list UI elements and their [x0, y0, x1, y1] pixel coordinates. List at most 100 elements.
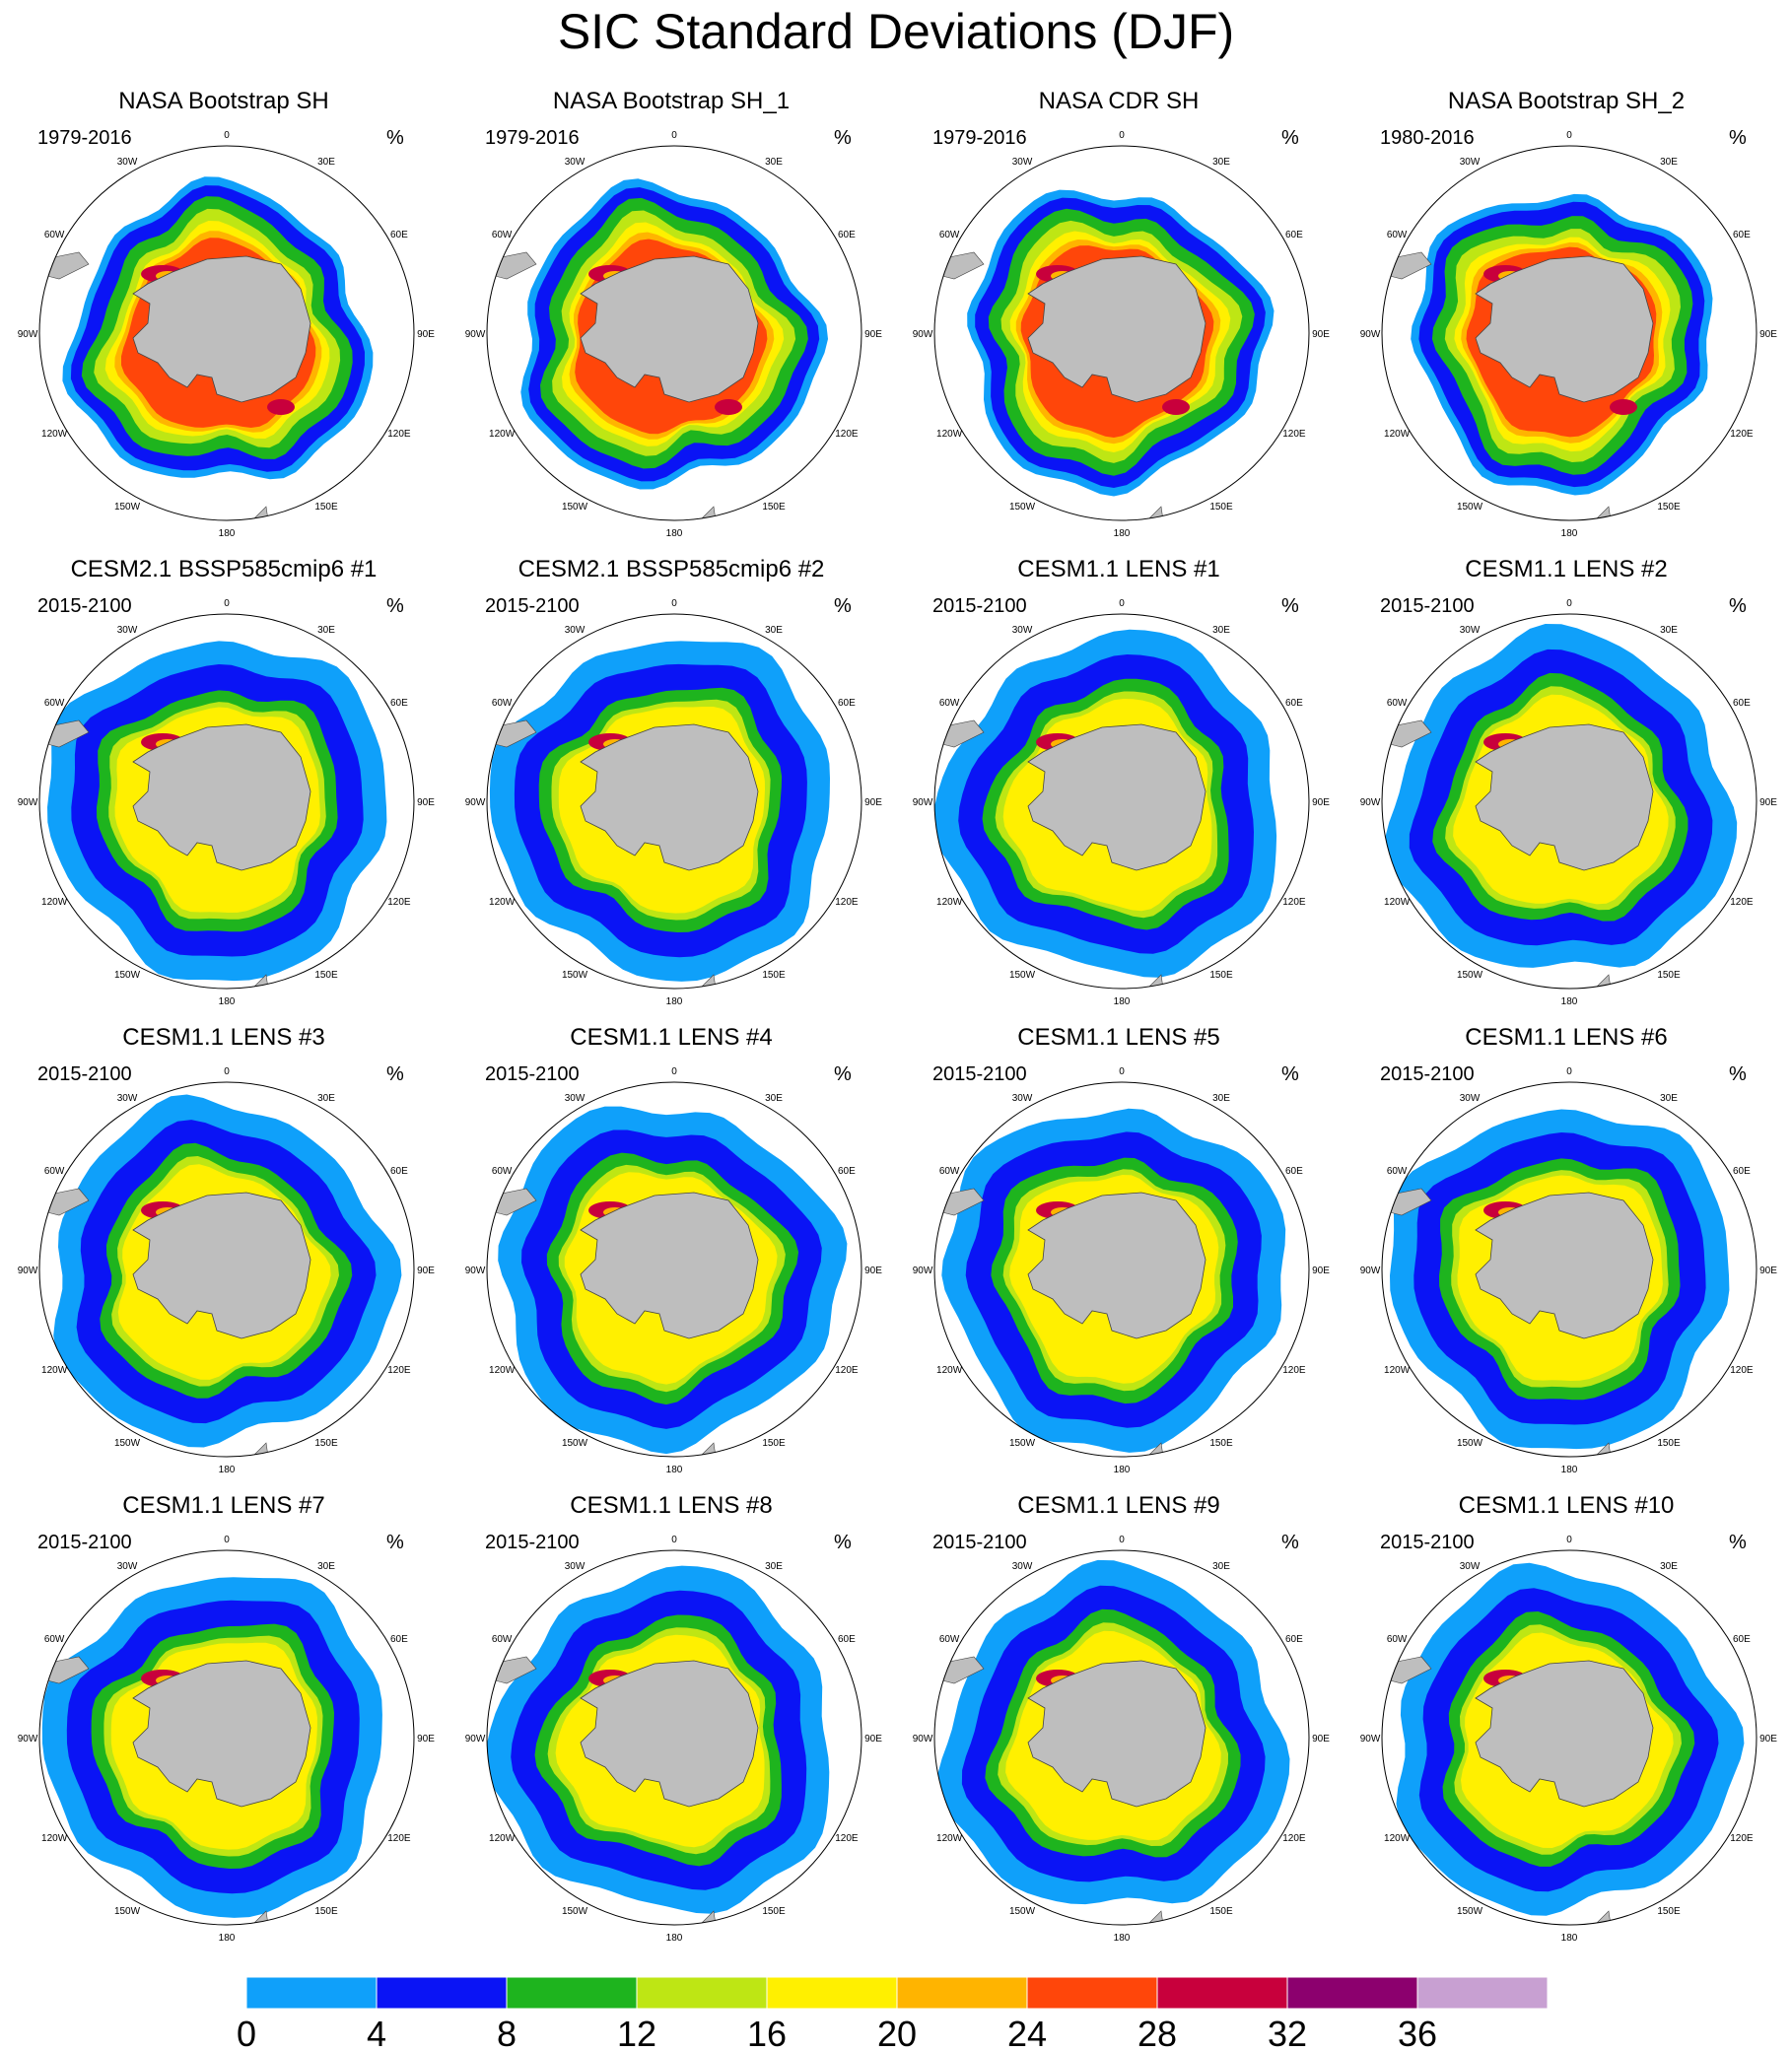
colorbar-swatch — [766, 1976, 898, 2010]
map-panel: CESM1.1 LENS #4 2015-2100% 0 30E 60E 90E 120E 1… — [448, 1023, 895, 1491]
sea-ice-field — [39, 146, 414, 520]
panel-units: % — [386, 127, 404, 149]
longitude-label: 120W — [41, 897, 68, 908]
antarctica-landmass — [132, 1192, 311, 1339]
longitude-label: 120E — [1282, 897, 1306, 908]
colorbar-swatch — [506, 1976, 638, 2010]
longitude-label: 90E — [417, 329, 435, 340]
panel-units: % — [834, 127, 852, 149]
longitude-label: 180 — [1561, 528, 1578, 539]
longitude-label: 150E — [1657, 1438, 1681, 1449]
sea-ice-field — [487, 146, 862, 520]
map-panel: CESM2.1 BSSP585cmip6 #2 2015-2100% 0 30E 60E… — [448, 555, 895, 1023]
map-boundary — [933, 613, 1310, 990]
panel-years: 2015-2100 — [932, 595, 1027, 617]
antarctica-landmass — [132, 255, 311, 403]
longitude-label: 30E — [1212, 1093, 1230, 1104]
longitude-label: 150E — [762, 1438, 786, 1449]
longitude-label: 90W — [1360, 1265, 1381, 1276]
sic-hotspot — [633, 380, 656, 394]
longitude-label: 120W — [936, 429, 963, 440]
longitude-label: 90E — [1312, 1734, 1330, 1744]
colorbar-tick-label: 32 — [1268, 2014, 1307, 2052]
panel-units: % — [386, 595, 404, 617]
colorbar-tick-label: 24 — [1007, 2014, 1047, 2052]
map-panel: CESM1.1 LENS #9 2015-2100% 0 30E 60E 90E 120E 1… — [895, 1491, 1343, 1959]
panel-title: CESM1.1 LENS #9 — [1017, 1492, 1220, 1519]
panel-years: 2015-2100 — [1380, 1532, 1475, 1553]
sic-hotspot — [1610, 399, 1637, 415]
longitude-label: 150W — [1457, 502, 1483, 513]
longitude-label: 60E — [838, 1166, 856, 1177]
sea-ice-field — [487, 1550, 862, 1925]
polar-map: 0 30E 60E 90E 120E 150E 180 150W 120W 90W 60W 30W — [465, 598, 883, 1007]
panel-units: % — [1281, 1063, 1299, 1085]
longitude-label: 150W — [562, 502, 588, 513]
longitude-label: 60W — [939, 1634, 960, 1645]
polar-map: 0 30E 60E 90E 120E 150E 180 150W 120W 90W 60W 30W — [465, 130, 883, 539]
longitude-label: 0 — [1119, 1535, 1125, 1545]
longitude-label: 180 — [666, 1465, 683, 1475]
longitude-label: 90W — [1360, 329, 1381, 340]
panel-units: % — [834, 595, 852, 617]
longitude-label: 150W — [562, 1906, 588, 1917]
longitude-label: 30E — [317, 625, 335, 636]
longitude-label: 120E — [387, 897, 411, 908]
longitude-label: 30E — [765, 157, 783, 168]
map-panel: CESM1.1 LENS #6 2015-2100% 0 30E 60E 90E 120E 1… — [1343, 1023, 1790, 1491]
longitude-label: 150W — [114, 1906, 141, 1917]
longitude-label: 150W — [1009, 502, 1036, 513]
longitude-label: 150E — [1657, 502, 1681, 513]
map-panel: CESM1.1 LENS #5 2015-2100% 0 30E 60E 90E 120E 1… — [895, 1023, 1343, 1491]
longitude-label: 120W — [936, 1365, 963, 1376]
map-boundary — [38, 1549, 415, 1926]
panel-title: CESM1.1 LENS #2 — [1465, 556, 1668, 582]
longitude-label: 30E — [1660, 625, 1678, 636]
polar-map: 0 30E 60E 90E 120E 150E 180 150W 120W 90W 60W 30W — [1360, 598, 1778, 1007]
longitude-label: 60E — [838, 1634, 856, 1645]
longitude-label: 120E — [1282, 1833, 1306, 1844]
longitude-label: 0 — [1566, 1535, 1572, 1545]
panel-years: 2015-2100 — [37, 1063, 132, 1085]
longitude-label: 120E — [1282, 429, 1306, 440]
panel-title: NASA CDR SH — [1038, 88, 1200, 114]
longitude-label: 150E — [1657, 1906, 1681, 1917]
panel-title: NASA Bootstrap SH_1 — [552, 88, 791, 114]
longitude-label: 90E — [1759, 1265, 1777, 1276]
longitude-label: 30E — [765, 1093, 783, 1104]
sic-hotspot — [1080, 380, 1104, 394]
panel-units: % — [1281, 127, 1299, 149]
longitude-label: 60E — [1285, 1166, 1303, 1177]
longitude-label: 120W — [489, 1833, 516, 1844]
longitude-label: 90W — [18, 797, 38, 808]
polar-map: 0 30E 60E 90E 120E 150E 180 150W 120W 90W 60W 30W — [1360, 1535, 1778, 1944]
sea-ice-field — [934, 1082, 1309, 1457]
polar-map: 0 30E 60E 90E 120E 150E 180 150W 120W 90W 60W 30W — [1360, 1066, 1778, 1475]
antarctica-landmass — [132, 1660, 311, 1808]
panel-years: 2015-2100 — [932, 1063, 1027, 1085]
map-panel: NASA Bootstrap SH_2 1980-2016% 0 30E 60E 90E 1… — [1343, 87, 1790, 555]
longitude-label: 90E — [1759, 329, 1777, 340]
longitude-label: 120E — [835, 1833, 859, 1844]
sic-hotspot — [715, 399, 742, 415]
colorbar-tick-label: 36 — [1398, 2014, 1437, 2052]
longitude-label: 150W — [562, 1438, 588, 1449]
longitude-label: 180 — [219, 528, 236, 539]
longitude-label: 150E — [762, 502, 786, 513]
longitude-label: 150W — [114, 1438, 141, 1449]
longitude-label: 0 — [1119, 1066, 1125, 1077]
longitude-label: 90W — [913, 1265, 933, 1276]
antarctica-landmass — [1475, 255, 1654, 403]
sea-ice-field — [934, 146, 1309, 520]
longitude-label: 0 — [224, 598, 230, 609]
longitude-label: 90E — [864, 797, 882, 808]
panel-years: 2015-2100 — [37, 1532, 132, 1553]
panel-title: CESM1.1 LENS #5 — [1017, 1024, 1220, 1051]
longitude-label: 90W — [465, 329, 486, 340]
antarctica-landmass — [1027, 1660, 1206, 1808]
longitude-label: 60E — [390, 698, 408, 709]
longitude-label: 150W — [1009, 970, 1036, 981]
sic-hotspot — [1162, 399, 1190, 415]
longitude-label: 60W — [44, 1634, 65, 1645]
longitude-label: 60E — [1733, 230, 1751, 240]
